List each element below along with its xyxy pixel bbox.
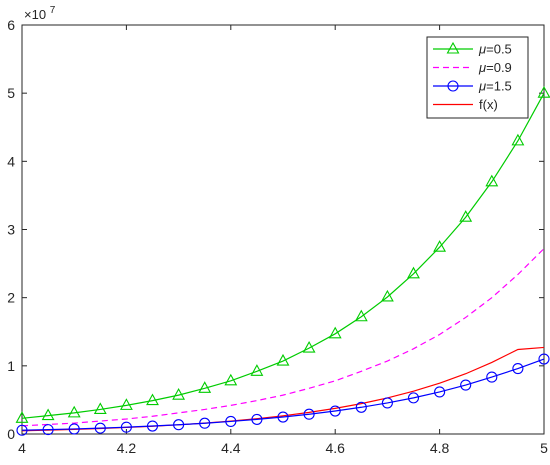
data-point-triangle <box>15 411 29 423</box>
legend-text: =0.9 <box>486 60 512 75</box>
data-point-circle <box>355 401 367 413</box>
legend-item: μ=1.5 <box>433 79 512 94</box>
legend-item: μ=0.5 <box>433 42 512 57</box>
data-point-circle <box>381 397 393 409</box>
legend-text: =1.5 <box>486 79 512 94</box>
data-point-circle <box>407 392 420 404</box>
data-point-circle <box>329 405 341 417</box>
y-tick-label: 0 <box>7 426 15 442</box>
data-point-triangle <box>276 353 290 366</box>
x-axis: 4 4.2 4.4 4.6 4.8 5 <box>18 25 548 456</box>
series-layer <box>15 86 550 436</box>
legend-label: f(x) <box>479 97 498 112</box>
data-point-triangle <box>41 408 55 421</box>
data-point-circle <box>94 422 106 434</box>
legend-marker <box>446 41 460 54</box>
data-point-triangle <box>146 393 159 406</box>
data-point-triangle <box>537 86 550 98</box>
y-axis: 0 1 2 3 4 5 6 <box>7 17 544 442</box>
data-point-circle <box>120 421 132 433</box>
legend-label: μ=0.5 <box>478 42 512 57</box>
legend-item: f(x) <box>433 97 498 112</box>
data-point-triangle <box>93 402 107 415</box>
series-0 <box>15 86 550 423</box>
series-line <box>21 358 545 431</box>
legend-symbol: μ <box>478 79 486 94</box>
data-point-circle <box>512 363 524 375</box>
data-point-circle <box>225 415 237 428</box>
data-point-triangle <box>433 240 447 252</box>
legend-label: μ=0.9 <box>478 60 512 75</box>
data-point-circle <box>199 417 211 429</box>
y-exponent-power: 7 <box>50 5 56 16</box>
data-point-triangle <box>119 398 133 410</box>
data-point-triangle <box>250 364 264 376</box>
legend-marker <box>447 80 459 92</box>
x-tick-label: 4.8 <box>430 440 450 456</box>
data-point-circle <box>146 420 159 432</box>
series-line <box>21 248 545 427</box>
series-line <box>21 92 545 419</box>
x-tick-label: 5 <box>540 440 548 456</box>
data-point-circle <box>277 411 289 423</box>
data-point-circle <box>16 424 28 436</box>
data-point-triangle <box>459 210 473 222</box>
y-exponent-base: ×10 <box>24 7 46 22</box>
x-tick-label: 4.2 <box>117 440 137 456</box>
data-point-triangle <box>198 381 212 393</box>
y-tick-label: 3 <box>7 222 15 238</box>
data-point-circle <box>434 386 446 398</box>
legend-text: =0.5 <box>486 42 512 57</box>
legend-label: μ=1.5 <box>478 79 512 94</box>
x-tick-label: 4.4 <box>221 440 241 456</box>
legend-symbol: μ <box>478 42 486 57</box>
series-1 <box>21 248 545 427</box>
y-tick-label: 5 <box>7 85 15 101</box>
data-point-triangle <box>511 133 525 146</box>
y-tick-label: 1 <box>7 358 15 374</box>
data-point-triangle <box>224 373 238 386</box>
data-point-circle <box>251 413 263 425</box>
data-point-triangle <box>172 388 186 400</box>
x-tick-label: 4.6 <box>325 440 345 456</box>
data-point-circle <box>460 379 472 391</box>
data-point-circle <box>538 353 550 365</box>
y-tick-label: 6 <box>7 17 15 33</box>
data-point-triangle <box>302 340 316 353</box>
data-point-triangle <box>407 266 420 279</box>
legend-item: μ=0.9 <box>433 60 512 75</box>
series-2 <box>16 353 550 436</box>
legend: μ=0.5μ=0.9μ=1.5f(x) <box>426 36 529 119</box>
data-point-triangle <box>380 289 394 302</box>
y-tick-label: 4 <box>7 153 15 169</box>
data-point-circle <box>303 408 315 420</box>
data-point-circle <box>173 419 185 431</box>
legend-symbol: μ <box>478 60 486 75</box>
data-point-circle <box>486 371 498 383</box>
data-point-triangle <box>67 405 81 418</box>
y-exponent-label: ×10 7 <box>24 5 56 22</box>
data-point-triangle <box>485 174 499 187</box>
x-tick-label: 4 <box>18 440 26 456</box>
y-tick-label: 2 <box>7 290 15 306</box>
legend-text: f(x) <box>479 97 498 112</box>
data-point-circle <box>68 423 80 435</box>
data-point-triangle <box>354 309 368 322</box>
data-point-triangle <box>328 326 342 339</box>
data-point-circle <box>42 424 54 436</box>
